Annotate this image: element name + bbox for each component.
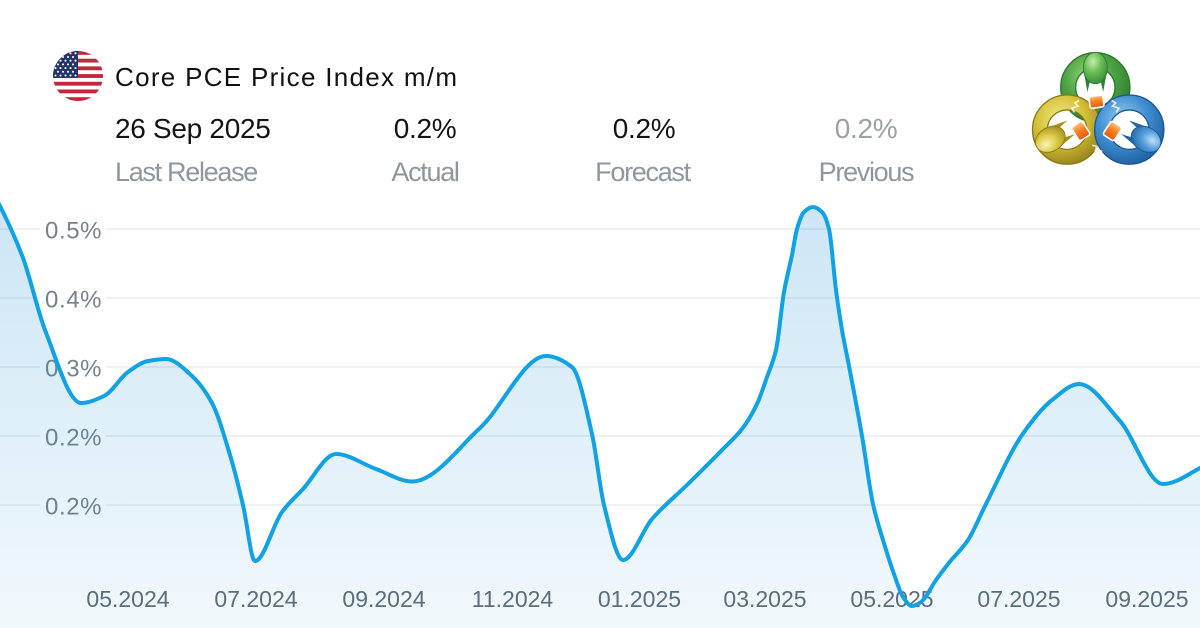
svg-text:0.5%: 0.5% — [45, 218, 102, 245]
svg-text:0.4%: 0.4% — [45, 287, 102, 314]
